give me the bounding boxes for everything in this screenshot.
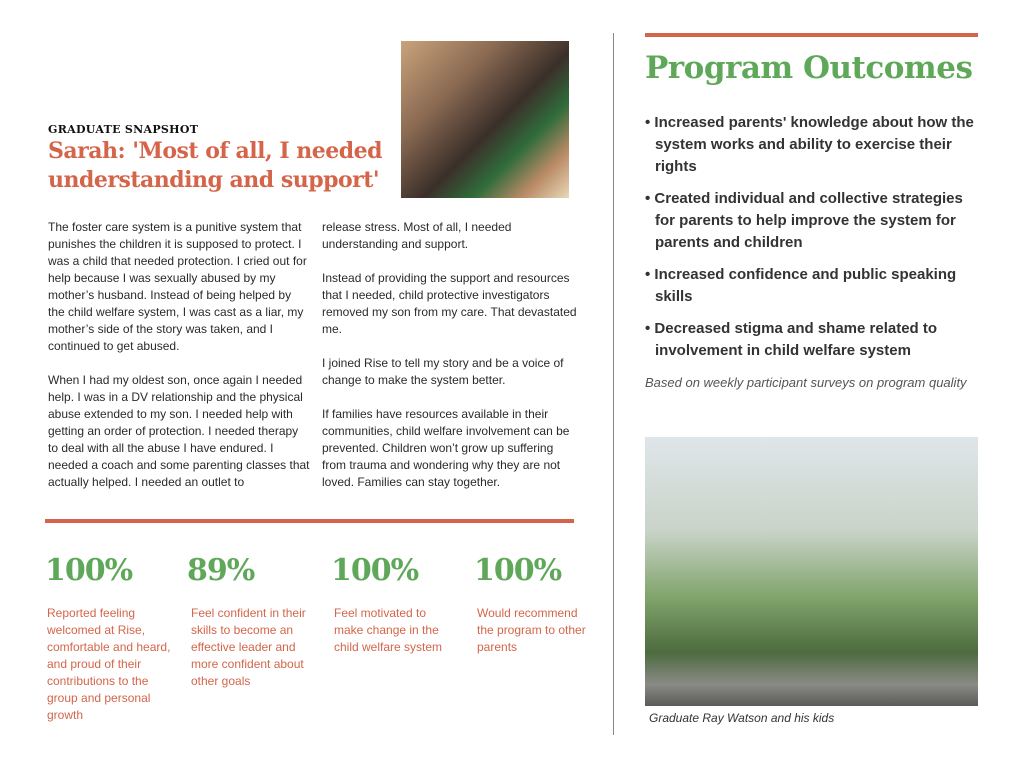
- paragraph: I joined Rise to tell my story and be a …: [322, 356, 564, 387]
- photo-caption: Graduate Ray Watson and his kids: [649, 711, 835, 725]
- stat-label: Feel confident in their skills to become…: [191, 606, 306, 688]
- photo-sarah-and-son: [401, 41, 569, 198]
- survey-note: Based on weekly participant surveys on p…: [645, 375, 967, 390]
- outcome-item: • Created individual and collective stra…: [645, 190, 963, 251]
- stat-value: 100%: [331, 553, 419, 588]
- paragraph: release stress. Most of all, I needed un…: [322, 220, 512, 251]
- stat-value: 100%: [45, 553, 133, 588]
- paragraph: If families have resources available in …: [322, 407, 570, 489]
- paragraph: When I had my oldest son, once again I n…: [48, 373, 310, 489]
- outcomes-title: Program Outcomes: [645, 50, 973, 86]
- outcome-item: • Increased confidence and public speaki…: [645, 266, 957, 305]
- outcome-item: • Decreased stigma and shame related to …: [645, 320, 938, 359]
- divider: [45, 519, 574, 523]
- paragraph: The foster care system is a punitive sys…: [48, 220, 307, 353]
- headline: Sarah: 'Most of all, I needed understand…: [48, 138, 383, 193]
- stat-value: 100%: [474, 553, 562, 588]
- stat-label: Reported feeling welcomed at Rise, comfo…: [47, 606, 171, 722]
- outcomes-list: • Increased parents' knowledge about how…: [645, 112, 985, 372]
- stat-value: 89%: [187, 553, 255, 588]
- photo-graduate-family: [645, 437, 978, 706]
- story-column-2: release stress. Most of all, I needed un…: [322, 219, 577, 508]
- stat-label: Would recommend the program to other par…: [477, 606, 586, 654]
- outcome-item: • Increased parents' knowledge about how…: [645, 114, 974, 175]
- divider: [645, 33, 978, 37]
- column-divider: [613, 33, 614, 735]
- stat-label: Feel motivated to make change in the chi…: [334, 606, 443, 654]
- section-kicker: GRADUATE SNAPSHOT: [48, 123, 199, 136]
- story-column-1: The foster care system is a punitive sys…: [48, 219, 310, 508]
- paragraph: Instead of providing the support and res…: [322, 271, 577, 336]
